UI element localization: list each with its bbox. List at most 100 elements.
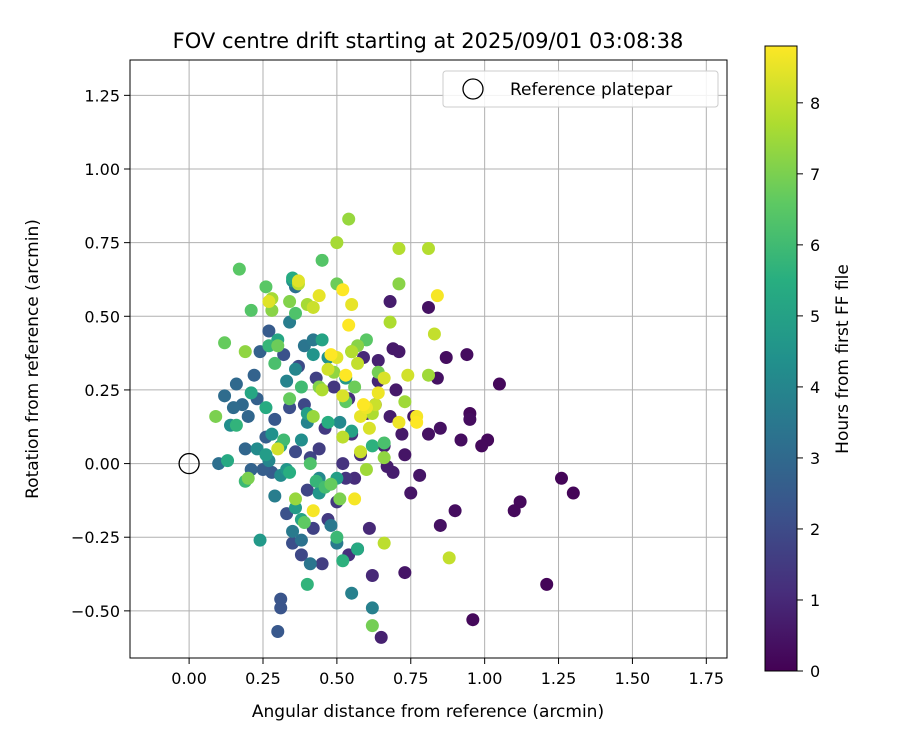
- x-tick-label: 0.50: [319, 669, 355, 688]
- data-point: [345, 345, 359, 359]
- data-point: [238, 345, 252, 359]
- data-point: [315, 557, 329, 571]
- data-point: [244, 303, 258, 317]
- data-point: [362, 521, 376, 535]
- colorbar-ticks: 0 1 2 3 4 5 6 7 8: [797, 94, 820, 681]
- colorbar-tick-label: 5: [810, 307, 820, 326]
- data-point: [386, 342, 400, 356]
- data-point: [336, 283, 350, 297]
- data-point: [315, 253, 329, 267]
- data-point: [410, 415, 424, 429]
- data-point: [271, 442, 285, 456]
- data-point: [383, 315, 397, 329]
- data-point: [448, 504, 462, 518]
- data-point: [306, 300, 320, 314]
- legend-box: [442, 70, 719, 108]
- data-point: [268, 356, 282, 370]
- data-point: [365, 601, 379, 615]
- data-point: [392, 277, 406, 291]
- data-point: [283, 295, 297, 309]
- data-point: [229, 377, 243, 391]
- data-point: [259, 280, 273, 294]
- data-point: [383, 295, 397, 309]
- colorbar-tick-label: 3: [810, 449, 820, 468]
- data-point: [271, 339, 285, 353]
- data-point: [374, 630, 388, 644]
- data-point: [209, 409, 223, 423]
- data-point: [422, 300, 435, 314]
- data-point: [324, 348, 338, 362]
- data-point: [294, 548, 308, 562]
- data-point: [294, 433, 308, 447]
- colorbar-tick-label: 7: [810, 165, 820, 184]
- colorbar-tick-label: 6: [810, 236, 820, 255]
- data-point: [294, 533, 308, 547]
- data-point: [218, 389, 232, 403]
- y-tick-label: 0.75: [84, 234, 120, 253]
- data-point: [327, 380, 341, 394]
- x-tick-label: 0.75: [393, 669, 429, 688]
- data-point: [359, 462, 373, 476]
- data-point: [321, 362, 335, 376]
- data-point: [395, 427, 409, 441]
- data-point: [466, 613, 480, 627]
- x-axis-ticks: 0.00 0.25 0.50 0.75 1.00 1.25 1.50 1.75: [171, 658, 724, 688]
- data-point: [422, 427, 435, 441]
- data-point: [303, 557, 317, 571]
- data-point: [253, 533, 267, 547]
- data-point: [336, 457, 350, 471]
- chart-title: FOV centre drift starting at 2025/09/01 …: [173, 29, 684, 53]
- data-point: [306, 409, 320, 423]
- colorbar-tick-label: 4: [810, 378, 820, 397]
- data-point: [294, 380, 308, 394]
- colorbar-tick-label: 0: [810, 662, 820, 681]
- y-axis-label: Rotation from reference (arcmin): [23, 219, 43, 499]
- x-tick-label: 0.25: [245, 669, 281, 688]
- data-point: [389, 383, 403, 397]
- data-point: [259, 448, 273, 462]
- data-point: [342, 212, 356, 226]
- x-tick-label: 1.00: [467, 669, 503, 688]
- colorbar-gradient: [764, 45, 798, 672]
- data-point: [362, 421, 376, 435]
- grid: [130, 60, 727, 658]
- colorbar-label: Hours from first FF file: [833, 264, 853, 454]
- x-tick-label: 0.00: [171, 669, 207, 688]
- data-point: [312, 289, 326, 303]
- data-point: [244, 386, 258, 400]
- data-point: [430, 289, 444, 303]
- data-point: [392, 415, 406, 429]
- data-point: [300, 483, 314, 497]
- data-point: [333, 492, 347, 506]
- data-point: [280, 374, 294, 388]
- data-point: [336, 389, 350, 403]
- data-point: [271, 624, 285, 638]
- reference-marker: [178, 452, 200, 475]
- legend-label: Reference platepar: [510, 80, 672, 100]
- data-point: [540, 577, 554, 591]
- data-point: [365, 439, 379, 453]
- data-point: [247, 368, 261, 382]
- data-point: [463, 412, 477, 426]
- data-point: [377, 451, 391, 465]
- data-point: [475, 439, 489, 453]
- data-point: [433, 421, 447, 435]
- data-point: [351, 356, 365, 370]
- colorbar: 0 1 2 3 4 5 6 7 8 Hours from first FF file: [764, 45, 853, 681]
- data-point: [398, 566, 412, 580]
- data-point: [229, 418, 243, 432]
- data-point: [218, 336, 232, 350]
- data-point: [566, 486, 580, 500]
- data-point: [339, 368, 353, 382]
- data-point: [312, 442, 326, 456]
- x-tick-label: 1.75: [688, 669, 724, 688]
- data-point: [392, 242, 406, 256]
- legend: Reference platepar: [442, 70, 719, 108]
- data-point: [306, 348, 320, 362]
- plot-frame: [129, 59, 728, 659]
- data-point: [241, 409, 255, 423]
- y-tick-label: 0.25: [84, 381, 120, 400]
- data-point: [351, 542, 365, 556]
- data-point: [238, 442, 252, 456]
